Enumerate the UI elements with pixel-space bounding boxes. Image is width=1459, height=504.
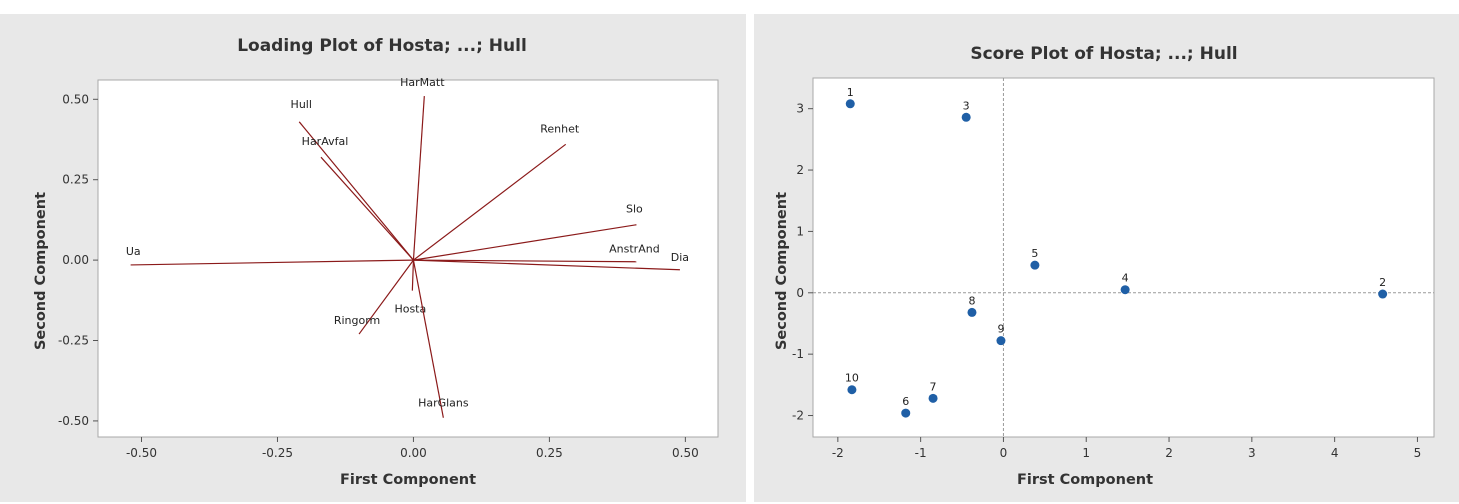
loading-plot-y-axis-label: Second Component [33, 192, 49, 350]
score-point-9 [996, 336, 1005, 345]
score-plot-y-axis-label: Second Component [774, 192, 790, 350]
score-x-tick-label: 0 [1000, 446, 1008, 460]
score-y-tick-label: -2 [792, 409, 804, 423]
score-plot-area [813, 78, 1434, 437]
score-point-label-4: 4 [1122, 272, 1129, 285]
score-y-tick-label: 0 [796, 286, 804, 300]
score-point-7 [929, 394, 938, 403]
score-x-tick-label: 1 [1082, 446, 1090, 460]
loading-x-tick-label: -0.50 [126, 446, 157, 460]
loading-vector-label-renhet: Renhet [540, 122, 580, 135]
loading-y-tick-label: 0.25 [62, 173, 89, 187]
loading-plot-panel: Loading Plot of Hosta; ...; Hull First C… [0, 14, 746, 502]
score-x-tick-label: -1 [915, 446, 927, 460]
score-plot-panel: Score Plot of Hosta; ...; Hull First Com… [754, 14, 1459, 502]
score-point-label-10: 10 [845, 372, 859, 385]
loading-y-tick-label: -0.25 [58, 334, 89, 348]
score-x-tick-label: 3 [1248, 446, 1256, 460]
score-point-1 [846, 99, 855, 108]
loading-y-tick-label: -0.50 [58, 414, 89, 428]
loading-plot-area [98, 80, 718, 437]
loading-x-tick-label: -0.25 [262, 446, 293, 460]
loading-vector-label-slo: Slo [626, 203, 643, 216]
score-point-label-8: 8 [968, 294, 975, 307]
score-point-label-7: 7 [930, 380, 937, 393]
score-x-tick-label: -2 [832, 446, 844, 460]
loading-x-tick-label: 0.00 [400, 446, 427, 460]
score-point-2 [1378, 290, 1387, 299]
loading-vector-label-ringorm: Ringorm [334, 314, 380, 327]
loading-vector-label-harmatt: HarMatt [400, 76, 445, 89]
score-y-tick-label: 2 [796, 163, 804, 177]
loading-vector-label-haravfal: HarAvfal [302, 135, 349, 148]
loading-plot-x-axis-label: First Component [340, 472, 476, 488]
loading-vector-label-hull: Hull [291, 98, 312, 111]
loading-y-tick-label: 0.00 [62, 253, 89, 267]
score-y-tick-label: -1 [792, 347, 804, 361]
score-plot-x-axis-label: First Component [1017, 472, 1153, 488]
loading-plot-title: Loading Plot of Hosta; ...; Hull [237, 36, 527, 56]
loading-x-tick-label: 0.50 [672, 446, 699, 460]
score-x-tick-label: 5 [1414, 446, 1422, 460]
score-x-tick-label: 2 [1165, 446, 1173, 460]
score-point-label-2: 2 [1379, 276, 1386, 289]
loading-y-tick-label: 0.50 [62, 92, 89, 106]
loading-vector-label-anstrand: AnstrAnd [609, 243, 660, 256]
score-point-5 [1030, 261, 1039, 270]
score-point-6 [901, 409, 910, 418]
score-y-tick-label: 1 [796, 224, 804, 238]
loading-vector-label-ua: Ua [126, 245, 141, 258]
score-point-8 [967, 308, 976, 317]
score-x-tick-label: 4 [1331, 446, 1339, 460]
score-point-label-5: 5 [1031, 247, 1038, 260]
loading-plot-chart: Loading Plot of Hosta; ...; Hull First C… [0, 14, 746, 502]
score-point-label-3: 3 [963, 99, 970, 112]
score-point-label-9: 9 [997, 323, 1004, 336]
score-y-tick-label: 3 [796, 102, 804, 116]
score-point-label-1: 1 [847, 86, 854, 99]
loading-vector-label-harglans: HarGlans [418, 397, 469, 410]
score-plot-title: Score Plot of Hosta; ...; Hull [970, 44, 1237, 64]
score-point-3 [962, 113, 971, 122]
score-plot-chart: Score Plot of Hosta; ...; Hull First Com… [754, 14, 1459, 502]
loading-x-tick-label: 0.25 [536, 446, 563, 460]
score-point-label-6: 6 [902, 395, 909, 408]
loading-vector-label-dia: Dia [671, 251, 689, 264]
score-point-4 [1121, 285, 1130, 294]
score-point-10 [847, 385, 856, 394]
